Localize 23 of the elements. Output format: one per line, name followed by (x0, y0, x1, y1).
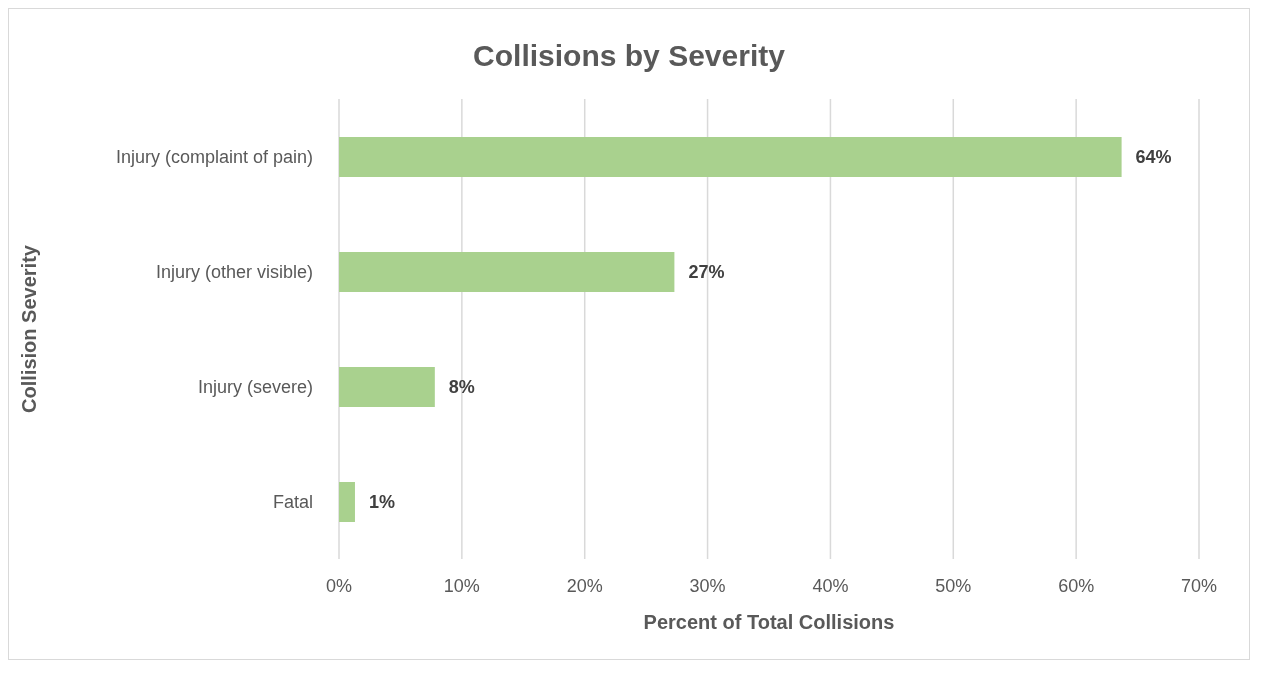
bar (339, 367, 435, 407)
data-label: 8% (448, 377, 475, 398)
data-label: 64% (1135, 147, 1172, 168)
x-axis-title: Percent of Total Collisions (643, 611, 895, 633)
data-label: 27% (688, 262, 725, 283)
y-tick-label: Injury (severe) (197, 376, 313, 397)
x-tick-label: 30% (689, 575, 726, 596)
x-tick-label: 20% (566, 575, 603, 596)
x-tick-label: 0% (325, 575, 353, 596)
y-tick-label: Injury (complaint of pain) (115, 146, 313, 167)
x-tick-label: 60% (1058, 575, 1095, 596)
bar (339, 482, 355, 522)
data-label: 1% (368, 492, 395, 513)
x-tick-label: 10% (443, 575, 480, 596)
chart-title: Collisions by Severity (472, 38, 786, 74)
y-axis-title: Collision Severity (18, 244, 41, 413)
x-tick-label: 70% (1180, 575, 1218, 596)
x-tick-label: 50% (935, 575, 972, 596)
y-tick-label: Fatal (272, 491, 313, 512)
bar (339, 252, 675, 292)
y-tick-label: Injury (other visible) (155, 261, 313, 282)
bar (339, 137, 1122, 177)
x-tick-label: 40% (812, 575, 849, 596)
